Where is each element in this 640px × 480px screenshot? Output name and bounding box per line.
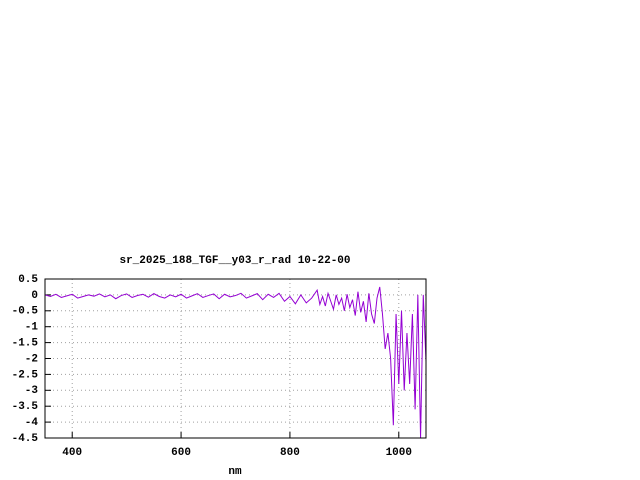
y-tick-label: -2.5 — [12, 369, 39, 381]
x-tick-label: 600 — [171, 447, 191, 459]
y-tick-label: -2 — [25, 353, 38, 365]
y-tick-label: 0 — [31, 290, 38, 302]
plot-border — [44, 278, 427, 439]
y-tick-label: -1 — [25, 322, 39, 334]
data-line — [44, 286, 427, 439]
y-tick-label: -3 — [25, 385, 39, 397]
y-tick-label: 0.5 — [18, 274, 38, 286]
y-tick-label: -0.5 — [12, 306, 39, 318]
chart-title: sr_2025_188_TGF__y03_r_rad 10-22-00 — [119, 255, 350, 267]
y-tick-label: -4.5 — [12, 433, 39, 445]
y-tick-label: -3.5 — [12, 401, 39, 413]
x-tick-label: 800 — [280, 447, 300, 459]
x-tick-label: 1000 — [386, 447, 412, 459]
x-axis-label: nm — [228, 466, 242, 478]
x-tick-label: 400 — [62, 447, 82, 459]
y-tick-label: -4 — [25, 417, 39, 429]
y-tick-label: -1.5 — [12, 338, 39, 350]
